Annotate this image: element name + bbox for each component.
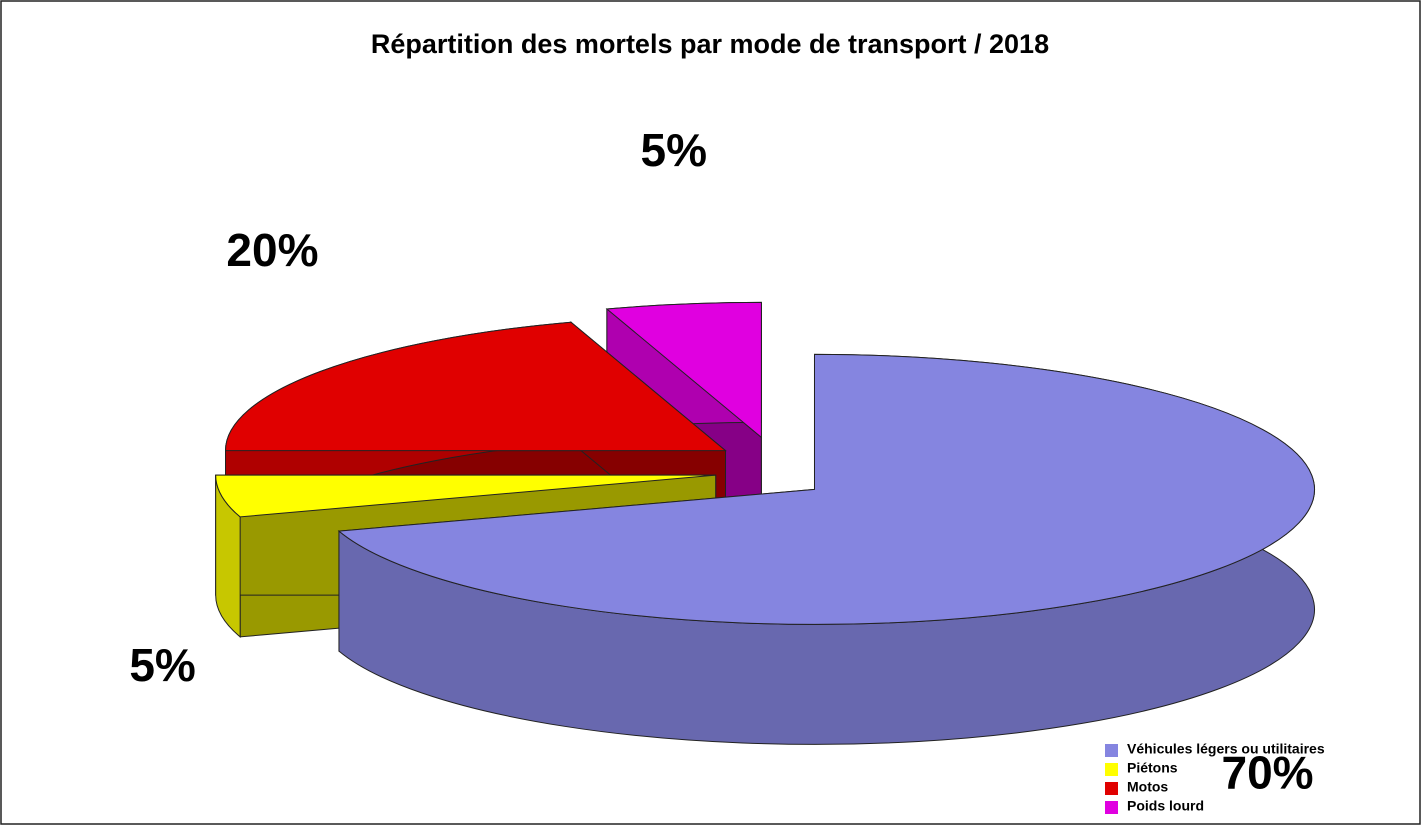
chart-title: Répartition des mortels par mode de tran… [371, 29, 1049, 59]
legend-label: Poids lourd [1127, 798, 1204, 814]
legend-label: Piétons [1127, 760, 1178, 776]
value-label: 5% [641, 124, 707, 176]
legend-swatch [1105, 744, 1118, 757]
value-label: 70% [1222, 747, 1314, 799]
legend-swatch [1105, 801, 1118, 814]
legend-label: Véhicules légers ou utilitaires [1127, 741, 1325, 757]
slice [225, 321, 727, 452]
legend-swatch [1105, 782, 1118, 795]
legend-swatch [1105, 763, 1118, 776]
slice [337, 353, 1315, 625]
value-label: 5% [129, 639, 195, 691]
slice [215, 474, 716, 518]
value-label: 20% [226, 224, 318, 276]
legend-label: Motos [1127, 779, 1168, 795]
slice [605, 301, 762, 439]
